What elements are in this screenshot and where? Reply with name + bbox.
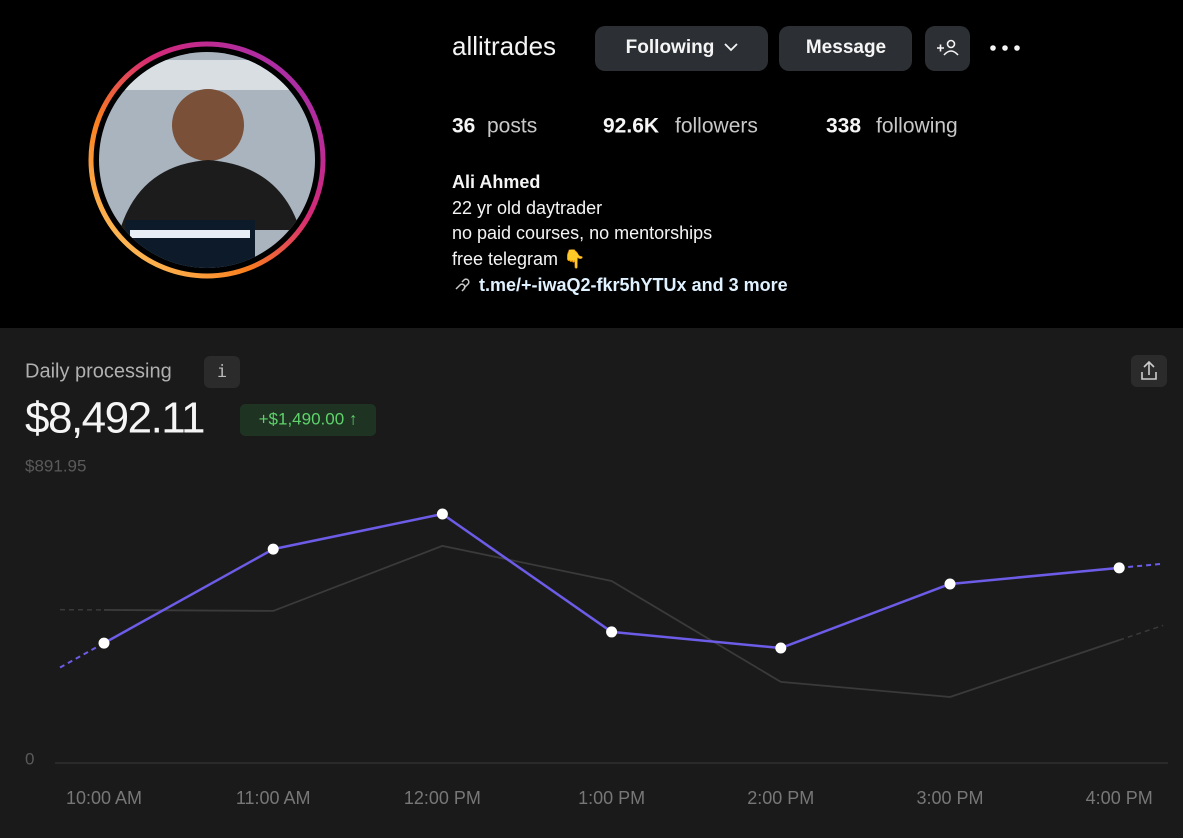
- followers-label[interactable]: followers: [675, 115, 758, 138]
- chart-title: Daily processing: [25, 360, 172, 382]
- chevron: [724, 43, 738, 52]
- posts-count: 36: [452, 115, 475, 138]
- full-name: Ali Ahmed: [452, 172, 540, 192]
- username: allitrades: [452, 31, 556, 61]
- message-button[interactable]: [779, 26, 912, 71]
- link-icon: [455, 278, 470, 292]
- data-point: [1113, 562, 1125, 574]
- y-tick-label: 0: [25, 749, 34, 768]
- x-tick-label: 4:00 PM: [1086, 788, 1153, 808]
- trend-extension: [59, 562, 1164, 669]
- following-count: 338: [826, 115, 861, 138]
- data-point: [436, 508, 448, 520]
- x-tick-label: 10:00 AM: [66, 788, 142, 808]
- info-button[interactable]: [204, 356, 240, 388]
- message-label: Message: [806, 37, 886, 58]
- x-tick-label: 12:00 PM: [404, 788, 481, 808]
- following-button[interactable]: [595, 26, 768, 71]
- change-value: +$1,490.00 ↑: [259, 409, 358, 428]
- comparison-line: [103, 544, 1120, 698]
- story-ring: [88, 41, 326, 279]
- x-tick-label: 1:00 PM: [578, 788, 645, 808]
- data-point: [775, 642, 787, 654]
- following-label[interactable]: following: [876, 115, 958, 138]
- bio-line: no paid courses, no mentorships: [452, 223, 712, 243]
- bio-line: 22 yr old daytrader: [452, 198, 602, 218]
- trend-extension: [60, 608, 1164, 641]
- x-tick-label: 2:00 PM: [747, 788, 814, 808]
- total-value: $8,492.11: [25, 394, 204, 443]
- bio-line: free telegram 👇: [452, 249, 585, 270]
- followers-count: 92.6K: [603, 115, 659, 138]
- suggest-button[interactable]: [925, 26, 970, 71]
- y-tick-label: $891.95: [25, 456, 86, 475]
- x-tick-label: 3:00 PM: [916, 788, 983, 808]
- x-tick-label: 11:00 AM: [236, 788, 311, 808]
- change-badge: [240, 404, 376, 436]
- data-point: [267, 543, 279, 555]
- more-options[interactable]: [990, 45, 1020, 51]
- data-point: [944, 578, 956, 590]
- plot: 0 $891.95 10:00 AM 11:00 AM 12:00 PM 1:00 PM 2…: [25, 456, 1168, 808]
- data-point: [606, 626, 618, 638]
- info-icon: i: [217, 362, 227, 382]
- data-point: [98, 637, 110, 649]
- add-person-icon: [937, 39, 959, 56]
- following-label: Following: [626, 37, 715, 58]
- export-icon: [1141, 360, 1157, 380]
- avatar[interactable]: [95, 50, 325, 280]
- bio-link[interactable]: t.me/+-iwaQ2-fkr5hYTUx and 3 more: [479, 275, 788, 295]
- chart-panel: [0, 328, 1183, 838]
- posts-label: posts: [487, 115, 537, 138]
